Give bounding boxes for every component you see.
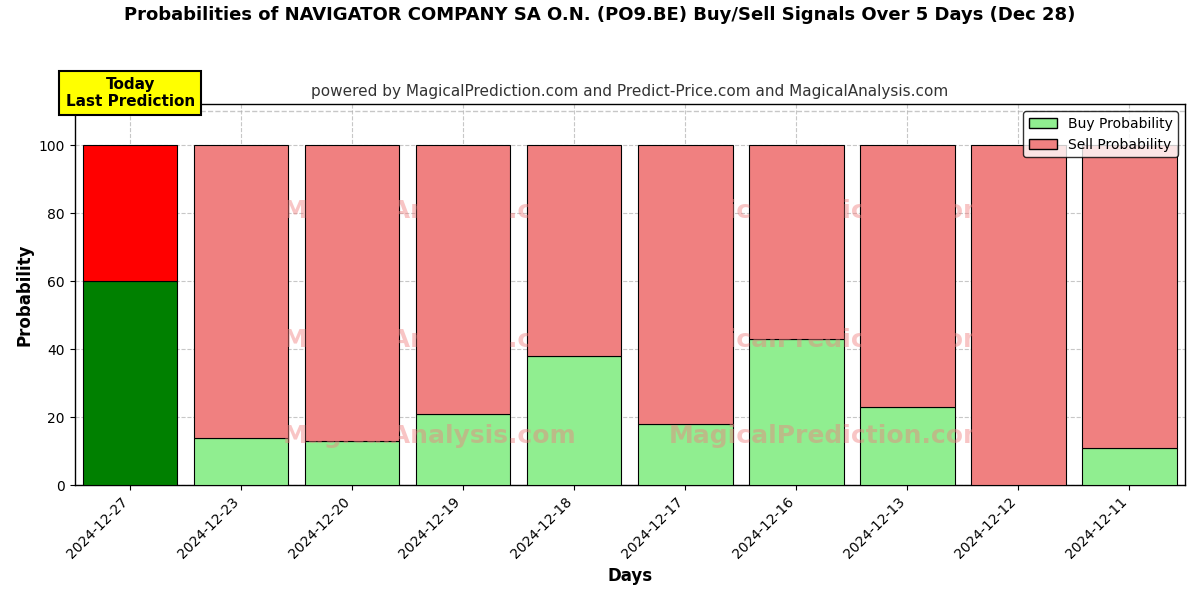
Bar (83, 145, 178, 281)
Bar (305, 441, 400, 485)
Text: MagicalAnalysis.com: MagicalAnalysis.com (283, 424, 577, 448)
Text: Today
Last Prediction: Today Last Prediction (66, 77, 194, 109)
Bar (971, 145, 1066, 485)
Bar (860, 407, 955, 485)
Text: MagicalPrediction.com: MagicalPrediction.com (670, 424, 990, 448)
Bar (527, 356, 622, 485)
Bar (1082, 145, 1177, 448)
Text: MagicalPrediction.com: MagicalPrediction.com (670, 199, 990, 223)
Bar (860, 145, 955, 407)
Bar (749, 145, 844, 339)
Bar (83, 281, 178, 485)
Bar (527, 145, 622, 356)
Bar (305, 145, 400, 441)
Y-axis label: Probability: Probability (16, 244, 34, 346)
Bar (416, 414, 510, 485)
Text: Probabilities of NAVIGATOR COMPANY SA O.N. (PO9.BE) Buy/Sell Signals Over 5 Days: Probabilities of NAVIGATOR COMPANY SA O.… (125, 6, 1075, 24)
Title: powered by MagicalPrediction.com and Predict-Price.com and MagicalAnalysis.com: powered by MagicalPrediction.com and Pre… (311, 84, 948, 99)
Bar (638, 145, 732, 424)
Bar (638, 424, 732, 485)
Bar (194, 145, 288, 437)
Text: MagicalAnalysis.com: MagicalAnalysis.com (283, 328, 577, 352)
Bar (749, 339, 844, 485)
Text: MagicalPrediction.com: MagicalPrediction.com (670, 328, 990, 352)
X-axis label: Days: Days (607, 567, 653, 585)
Text: MagicalAnalysis.com: MagicalAnalysis.com (283, 199, 577, 223)
Bar (194, 437, 288, 485)
Bar (1082, 448, 1177, 485)
Legend: Buy Probability, Sell Probability: Buy Probability, Sell Probability (1024, 111, 1178, 157)
Bar (416, 145, 510, 414)
